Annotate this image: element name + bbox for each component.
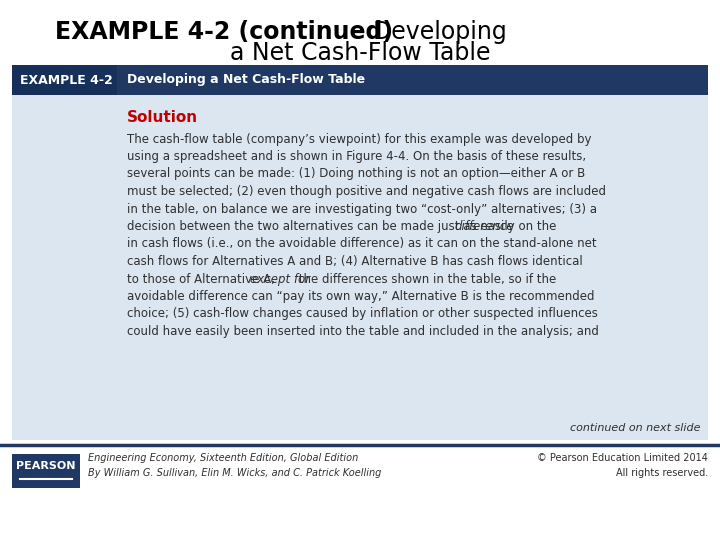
Text: could have easily been inserted into the table and included in the analysis; and: could have easily been inserted into the… (127, 325, 599, 338)
Text: © Pearson Education Limited 2014: © Pearson Education Limited 2014 (537, 453, 708, 463)
Text: Developing a Net Cash-Flow Table: Developing a Net Cash-Flow Table (127, 73, 365, 86)
Text: EXAMPLE 4-2: EXAMPLE 4-2 (20, 73, 113, 86)
Text: cash flows for Alternatives A and B; (4) Alternative B has cash flows identical: cash flows for Alternatives A and B; (4)… (127, 255, 582, 268)
Text: The cash-flow table (company’s viewpoint) for this example was developed by: The cash-flow table (company’s viewpoint… (127, 132, 592, 145)
Text: Developing: Developing (358, 20, 507, 44)
Text: choice; (5) cash-flow changes caused by inflation or other suspected influences: choice; (5) cash-flow changes caused by … (127, 307, 598, 321)
Text: in the table, on balance we are investigating two “cost-only” alternatives; (3) : in the table, on balance we are investig… (127, 202, 597, 215)
Text: several points can be made: (1) Doing nothing is not an option—either A or B: several points can be made: (1) Doing no… (127, 167, 585, 180)
Text: except for: except for (250, 273, 310, 286)
Text: difference: difference (454, 220, 514, 233)
FancyBboxPatch shape (12, 65, 117, 95)
Text: the differences shown in the table, so if the: the differences shown in the table, so i… (295, 273, 557, 286)
Text: in cash flows (i.e., on the avoidable difference) as it can on the stand-alone n: in cash flows (i.e., on the avoidable di… (127, 238, 597, 251)
Text: Engineering Economy, Sixteenth Edition, Global Edition: Engineering Economy, Sixteenth Edition, … (88, 453, 359, 463)
Text: must be selected; (2) even though positive and negative cash flows are included: must be selected; (2) even though positi… (127, 185, 606, 198)
Text: avoidable difference can “pay its own way,” Alternative B is the recommended: avoidable difference can “pay its own wa… (127, 290, 595, 303)
Text: EXAMPLE 4-2 (continued): EXAMPLE 4-2 (continued) (55, 20, 393, 44)
Text: By William G. Sullivan, Elin M. Wicks, and C. Patrick Koelling: By William G. Sullivan, Elin M. Wicks, a… (88, 468, 382, 478)
Text: using a spreadsheet and is shown in Figure 4-4. On the basis of these results,: using a spreadsheet and is shown in Figu… (127, 150, 586, 163)
Text: Solution: Solution (127, 110, 198, 125)
Text: a Net Cash-Flow Table: a Net Cash-Flow Table (230, 41, 490, 65)
Text: to those of Alternative A,: to those of Alternative A, (127, 273, 279, 286)
Text: decision between the two alternatives can be made just as easily on the: decision between the two alternatives ca… (127, 220, 560, 233)
Text: continued on next slide: continued on next slide (570, 423, 700, 433)
FancyBboxPatch shape (12, 65, 708, 95)
FancyBboxPatch shape (12, 454, 80, 488)
Text: PEARSON: PEARSON (17, 461, 76, 471)
FancyBboxPatch shape (12, 65, 708, 440)
Text: All rights reserved.: All rights reserved. (616, 468, 708, 478)
